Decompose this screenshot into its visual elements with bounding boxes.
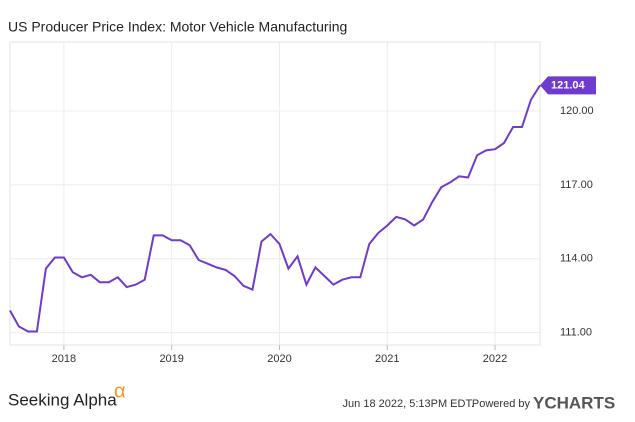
x-tick-label: 2020 <box>267 353 291 365</box>
brand-mark: α <box>114 380 126 402</box>
y-tick-label: 117.00 <box>560 179 593 191</box>
y-tick-label: 114.00 <box>560 253 593 265</box>
last-value-flag <box>540 76 596 95</box>
x-tick-label: 2019 <box>159 353 183 365</box>
plot-frame <box>9 41 541 346</box>
provider: YCHARTS <box>533 393 615 412</box>
y-tick-label: 111.00 <box>560 327 592 339</box>
powered-by: Powered by <box>472 398 531 410</box>
x-tick-label: 2022 <box>483 353 507 365</box>
x-tick-label: 2018 <box>52 353 76 365</box>
timestamp: Jun 18 2022, 5:13PM EDT. <box>343 398 474 410</box>
brand: Seeking Alpha <box>8 390 117 409</box>
last-value-label: 121.04 <box>551 79 586 91</box>
line <box>9 84 541 333</box>
x-tick-label: 2021 <box>375 353 399 365</box>
y-tick-label: 120.00 <box>560 105 594 117</box>
chart-title: US Producer Price Index: Motor Vehicle M… <box>8 19 347 35</box>
